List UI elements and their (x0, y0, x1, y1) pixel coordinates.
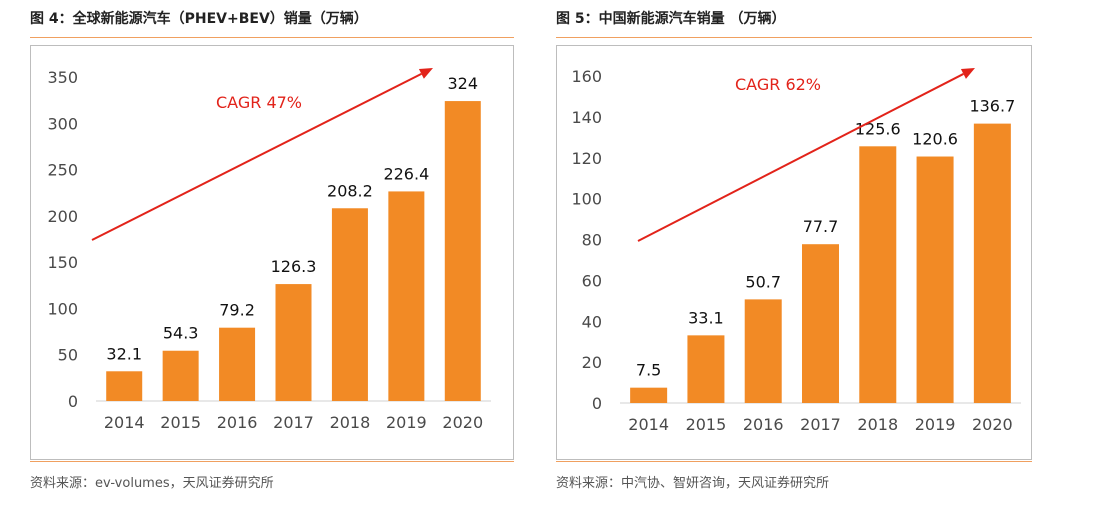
chart-1-plot: 0 50 100 150 200 250 300 350 32.1 2014 54.3 2015 79.… (47, 68, 491, 432)
chart-1-xtick-2019: 2019 (386, 413, 427, 432)
chart-1-frame: 0 50 100 150 200 250 300 350 32.1 2014 54.3 2015 79.… (30, 45, 514, 460)
chart-2-xtick-2019: 2019 (915, 415, 956, 434)
chart-1-trend-arrow-head (418, 68, 433, 79)
chart-1-ytick-6: 300 (47, 114, 78, 133)
chart-2-data-label-2016: 50.7 (745, 272, 781, 291)
chart-1-ytick-7: 350 (47, 68, 78, 87)
chart-1-source-rule (30, 461, 514, 462)
chart-1-data-label-2017: 126.3 (271, 257, 317, 276)
chart-1-title-rule (30, 37, 514, 38)
chart-2-xtick-2015: 2015 (686, 415, 727, 434)
chart-1-cagr-annotation: CAGR 47% (216, 93, 302, 112)
chart-2-data-label-2019: 120.6 (912, 130, 958, 149)
chart-2-ytick-6: 120 (571, 149, 602, 168)
chart-2-xtick-2017: 2017 (800, 415, 841, 434)
chart-1-ytick-0: 0 (68, 392, 78, 411)
chart-2-source: 资料来源：中汽协、智妍咨询，天风证券研究所 (556, 476, 830, 491)
chart-2-xtick-2020: 2020 (972, 415, 1013, 434)
chart-2-data-label-2017: 77.7 (803, 217, 839, 236)
chart-2-bar-2015 (687, 335, 725, 403)
chart-1-ytick-2: 100 (47, 299, 78, 318)
chart-1-xtick-2017: 2017 (273, 413, 314, 432)
chart-1-data-label-2020: 324 (448, 74, 479, 93)
chart-1-xtick-2015: 2015 (160, 413, 201, 432)
chart-1-xtick-2020: 2020 (442, 413, 483, 432)
chart-1-source: 资料来源：ev-volumes，天风证券研究所 (30, 476, 274, 491)
chart-1-xtick-2016: 2016 (217, 413, 258, 432)
chart-1-bar-2020 (444, 101, 481, 401)
chart-2-xtick-2014: 2014 (628, 415, 669, 434)
chart-1-data-label-2015: 54.3 (163, 324, 199, 343)
chart-1-ytick-1: 50 (58, 346, 78, 365)
chart-2-ytick-7: 140 (571, 108, 602, 127)
chart-2-bar-2016 (744, 299, 782, 403)
chart-1-xtick-2014: 2014 (104, 413, 145, 432)
chart-1-ytick-5: 250 (47, 161, 78, 180)
chart-1-xtick-2018: 2018 (330, 413, 371, 432)
chart-2-bar-2017 (802, 244, 839, 403)
chart-2-ytick-8: 160 (571, 67, 602, 86)
chart-2-bar-2018 (859, 146, 897, 403)
chart-2-plot: 0 20 40 60 80 100 120 140 160 7.5 2014 33.1 2015 50.7… (571, 67, 1021, 434)
chart-2-bar-2014 (630, 387, 668, 403)
chart-2-xtick-2016: 2016 (743, 415, 784, 434)
chart-1-bar-2016 (219, 327, 256, 401)
chart-1-title: 图 4：全球新能源汽车（PHEV+BEV）销量（万辆） (30, 11, 368, 27)
chart-2-title: 图 5：中国新能源汽车销量 （万辆） (556, 11, 786, 27)
chart-2-ytick-0: 0 (592, 394, 602, 413)
chart-1-bar-2015 (162, 350, 199, 401)
chart-2-ytick-1: 20 (582, 353, 602, 372)
chart-2-data-label-2018: 125.6 (855, 119, 901, 138)
chart-1-data-label-2014: 32.1 (106, 344, 142, 363)
chart-2-trend-arrow-head (960, 68, 975, 79)
chart-2-ytick-3: 60 (582, 271, 602, 290)
chart-1-data-label-2016: 79.2 (219, 301, 255, 320)
chart-2-title-rule (556, 37, 1032, 38)
chart-1-data-label-2019: 226.4 (383, 164, 429, 183)
chart-2-data-label-2014: 7.5 (636, 361, 661, 380)
chart-1-bar-2019 (388, 191, 425, 401)
chart-2-trend-arrow-line (637, 73, 964, 242)
chart-2-ytick-5: 100 (571, 190, 602, 209)
chart-1-bar-2017 (275, 284, 312, 401)
chart-1-bar-2014 (106, 371, 143, 401)
chart-2-ytick-4: 80 (582, 231, 602, 250)
chart-1-ytick-3: 150 (47, 253, 78, 272)
chart-2-ytick-2: 40 (582, 312, 602, 331)
chart-2-cagr-annotation: CAGR 62% (735, 75, 821, 94)
chart-1-ytick-4: 200 (47, 207, 78, 226)
chart-1-trend-arrow-line (91, 72, 422, 241)
chart-2-frame: 0 20 40 60 80 100 120 140 160 7.5 2014 33.1 2015 50.7… (556, 45, 1032, 460)
chart-2-bar-2020 (973, 123, 1011, 403)
chart-1-data-label-2018: 208.2 (327, 181, 373, 200)
chart-2-data-label-2015: 33.1 (688, 308, 724, 327)
chart-2-bar-2019 (916, 156, 954, 403)
chart-1-bar-2018 (331, 208, 368, 401)
chart-2-xtick-2018: 2018 (857, 415, 898, 434)
chart-2-data-label-2020: 136.7 (969, 97, 1015, 116)
chart-2-source-rule (556, 461, 1032, 462)
